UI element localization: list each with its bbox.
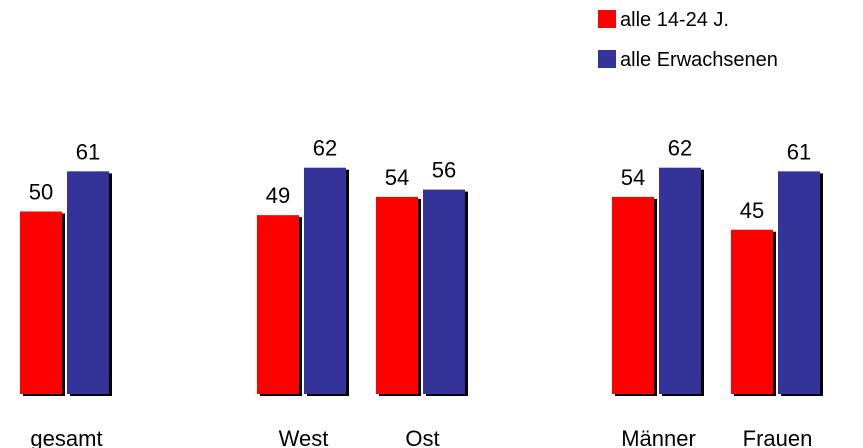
data-label-m-nner-s2: 62 — [668, 136, 692, 161]
bar-m-nner-s2 — [659, 167, 701, 394]
bar-frauen-s1 — [731, 229, 773, 394]
bars-layer — [20, 167, 823, 396]
legend-swatch-s2 — [598, 50, 616, 68]
legend-label-s1: alle 14-24 J. — [620, 9, 729, 31]
data-label-west-s2: 62 — [313, 136, 337, 161]
bar-frauen-s2 — [778, 171, 820, 394]
data-label-ost-s2: 56 — [432, 158, 456, 183]
data-label-gesamt-s2: 61 — [76, 139, 100, 164]
category-label-m-nner: Männer — [621, 426, 696, 448]
labels-layer: 50 61 gesamt 49 62 West 54 56 Ost 54 62 Männer 45 61 F… — [29, 136, 813, 448]
category-label-ost: Ost — [405, 426, 439, 448]
legend: alle 14-24 J. alle Erwachsenen — [598, 9, 778, 71]
bar-m-nner-s1 — [612, 196, 654, 394]
data-label-gesamt-s1: 50 — [29, 180, 53, 205]
bar-ost-s1 — [376, 196, 418, 394]
bar-gesamt-s1 — [20, 211, 62, 394]
bar-ost-s2 — [423, 189, 465, 394]
legend-label-s2: alle Erwachsenen — [620, 49, 778, 71]
legend-swatch-s1 — [598, 10, 616, 28]
category-label-frauen: Frauen — [743, 426, 813, 448]
data-label-ost-s1: 54 — [385, 165, 409, 190]
bar-west-s2 — [304, 167, 346, 394]
bar-west-s1 — [257, 215, 299, 394]
data-label-frauen-s2: 61 — [787, 139, 811, 164]
category-label-west: West — [279, 426, 329, 448]
data-label-west-s1: 49 — [266, 183, 290, 208]
data-label-frauen-s1: 45 — [740, 198, 764, 223]
data-label-m-nner-s1: 54 — [621, 165, 645, 190]
bar-gesamt-s2 — [67, 171, 109, 394]
category-label-gesamt: gesamt — [30, 426, 102, 448]
